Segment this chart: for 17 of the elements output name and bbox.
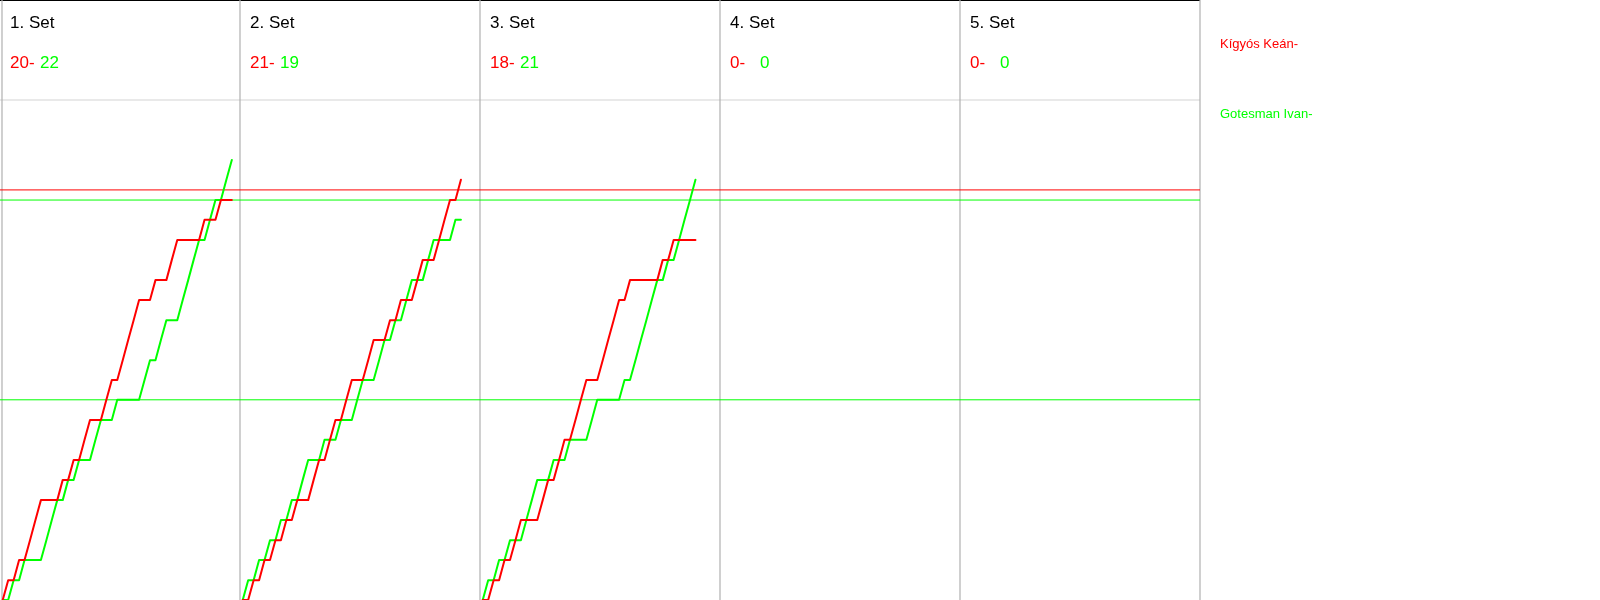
- text: 1. Set: [10, 13, 55, 32]
- text: Kígyós Keán-: [1220, 36, 1299, 51]
- text: 21: [520, 53, 539, 72]
- text: 20-: [10, 53, 35, 72]
- text: 2. Set: [250, 13, 295, 32]
- text: 21-: [250, 53, 275, 72]
- text: 18-: [490, 53, 515, 72]
- text: 3. Set: [490, 13, 535, 32]
- text: 0-: [970, 53, 986, 72]
- text: 19: [280, 53, 299, 72]
- text: 22: [40, 53, 59, 72]
- text: 4. Set: [730, 13, 775, 32]
- text: Gotesman Ivan-: [1220, 106, 1313, 121]
- text: 5. Set: [970, 13, 1015, 32]
- text: 0-: [730, 53, 746, 72]
- text: 0: [760, 53, 770, 72]
- text: 0: [1000, 53, 1010, 72]
